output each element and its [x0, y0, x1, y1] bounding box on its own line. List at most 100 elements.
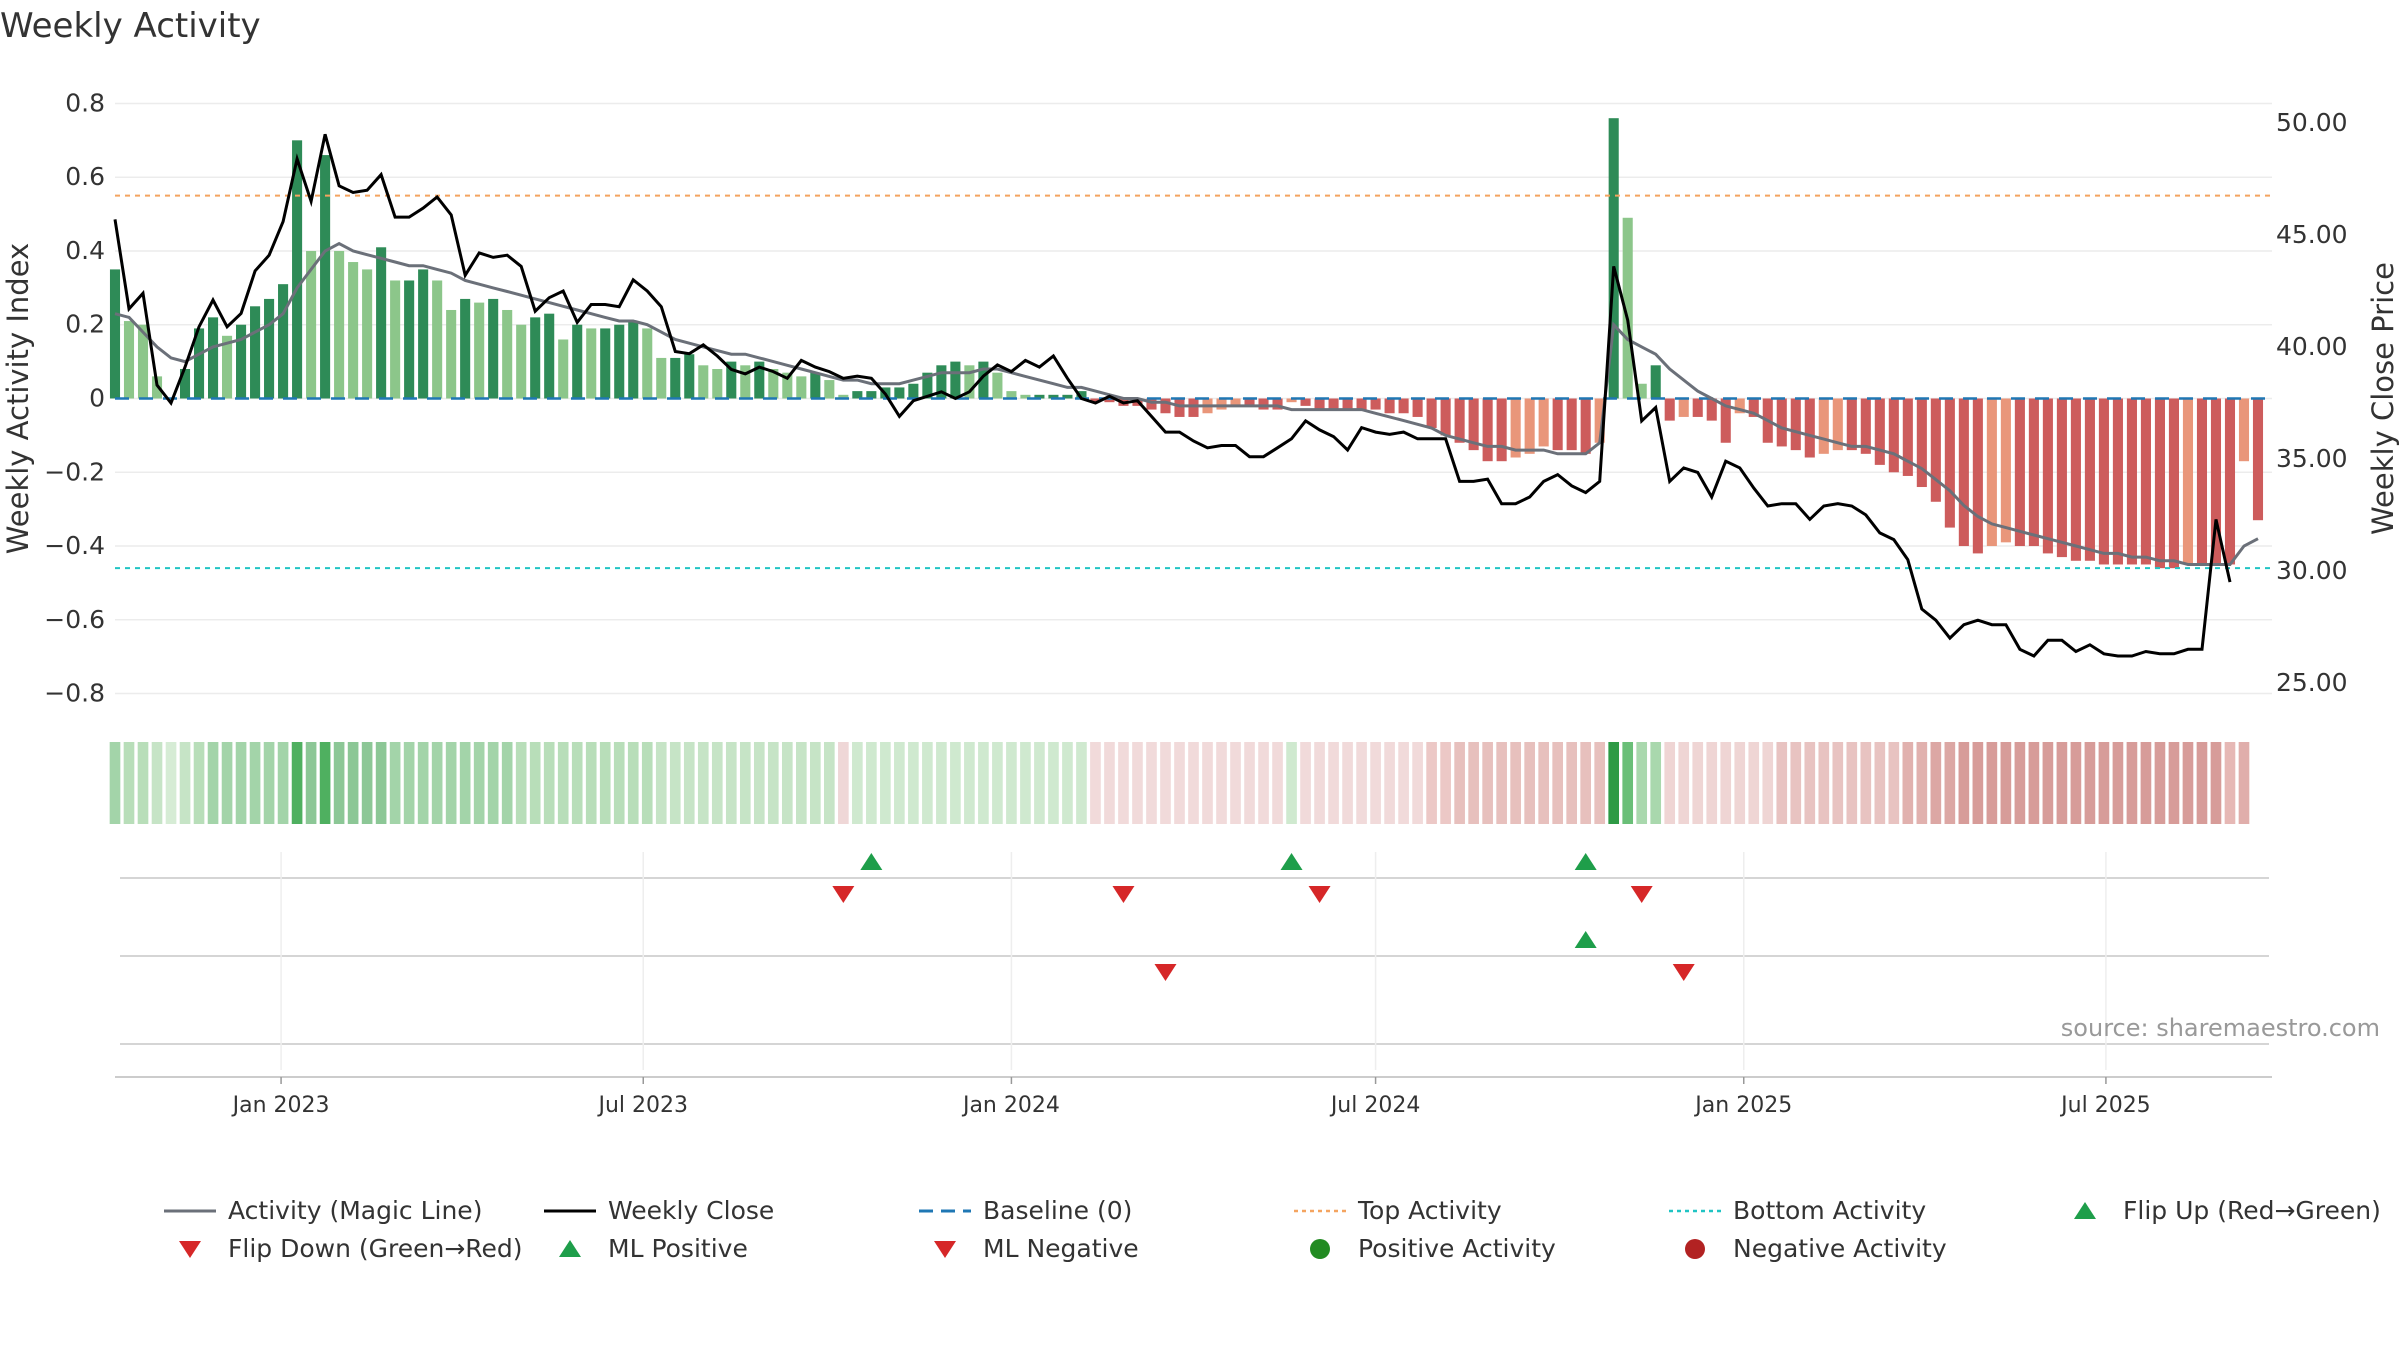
- activity-bar: [2168, 398, 2179, 569]
- heat-strip-cell: [978, 742, 989, 824]
- activity-bar: [516, 324, 527, 399]
- heat-strip-cell: [1328, 742, 1339, 824]
- activity-bar: [2098, 398, 2109, 565]
- heat-strip-cell: [193, 742, 205, 824]
- heat-strip-cell: [2070, 742, 2082, 824]
- activity-bar: [1790, 398, 1801, 451]
- activity-bar: [838, 394, 849, 399]
- activity-bar: [446, 309, 457, 399]
- heat-strip-cell: [347, 742, 359, 824]
- activity-bar: [1622, 217, 1633, 399]
- heat-strip-cell: [1776, 742, 1788, 824]
- activity-bar: [1734, 398, 1745, 414]
- heat-strip-cell: [431, 742, 443, 824]
- heat-strip-cell: [1594, 742, 1606, 824]
- activity-bar: [2070, 398, 2081, 561]
- activity-bar: [894, 387, 905, 399]
- activity-bar: [922, 372, 933, 399]
- heat-strip-cell: [1202, 742, 1213, 824]
- activity-bar: [2000, 398, 2011, 543]
- activity-bar: [572, 324, 583, 399]
- right-axis-label: Weekly Close Price: [2366, 262, 2400, 535]
- heat-strip-cell: [1104, 742, 1115, 824]
- heat-strip-cell: [725, 742, 737, 824]
- activity-bar: [586, 328, 597, 399]
- heat-strip-cell: [655, 742, 667, 824]
- activity-bar: [222, 335, 233, 399]
- activity-bar: [2084, 398, 2095, 561]
- heat-strip-cell: [1258, 742, 1269, 824]
- legend-label: Positive Activity: [1358, 1234, 1556, 1263]
- legend-label: Baseline (0): [983, 1196, 1133, 1225]
- heat-strip-cell: [2154, 742, 2166, 824]
- activity-bar: [1454, 398, 1465, 443]
- activity-bar: [334, 250, 345, 399]
- heat-strip-cell: [1440, 742, 1451, 824]
- left-tick-label: 0.2: [65, 310, 105, 339]
- heat-strip-cell: [1062, 742, 1073, 824]
- right-tick-label: 45.00: [2276, 220, 2348, 249]
- activity-bar: [2238, 398, 2250, 462]
- heat-strip-cell: [1888, 742, 1900, 824]
- activity-bar: [2182, 398, 2194, 565]
- activity-bar: [250, 306, 261, 399]
- heat-strip-cell: [880, 742, 891, 824]
- activity-bar: [1678, 398, 1689, 417]
- left-tick-label: 0.6: [65, 162, 105, 191]
- legend-symbol-icon: [544, 1209, 596, 1212]
- heat-strip-cell: [1244, 742, 1255, 824]
- heat-strip-cell: [1300, 742, 1311, 824]
- heat-strip-cell: [557, 742, 569, 824]
- activity-bar: [1034, 394, 1045, 399]
- heat-strip-cell: [417, 742, 429, 824]
- activity-bar: [2140, 398, 2151, 565]
- heat-strip-cell: [1216, 742, 1227, 824]
- activity-bar: [1860, 398, 1871, 454]
- activity-bar: [193, 328, 205, 399]
- activity-bar: [1524, 398, 1535, 454]
- activity-bar: [1160, 398, 1171, 414]
- heat-strip-cell: [151, 742, 163, 824]
- activity-bar: [362, 269, 373, 399]
- heat-strip-cell: [235, 742, 247, 824]
- activity-bar: [810, 372, 821, 399]
- legend-symbol-icon: [559, 1239, 581, 1257]
- activity-bar: [460, 298, 471, 399]
- right-tick-label: 30.00: [2276, 556, 2348, 585]
- legend-label: Weekly Close: [608, 1196, 775, 1225]
- heat-strip-cell: [2140, 742, 2152, 824]
- legend-item: ML Positive: [540, 1234, 748, 1263]
- activity-bar: [2210, 398, 2222, 565]
- activity-bar: [179, 368, 191, 399]
- heat-strip-cell: [1874, 742, 1886, 824]
- ml-flip-up-marker: [1574, 853, 1597, 870]
- legend-symbol-icon: [179, 1240, 201, 1258]
- ml-flip-up-marker: [1280, 853, 1303, 870]
- activity-bar: [1692, 398, 1703, 417]
- heat-strip-cell: [319, 742, 331, 824]
- heat-strip-cell: [711, 742, 723, 824]
- heat-strip-cell: [1902, 742, 1914, 824]
- activity-bar: [1552, 398, 1563, 451]
- left-tick-label: 0.8: [65, 88, 105, 117]
- activity-bar: [1090, 398, 1101, 403]
- activity-bar: [404, 280, 415, 399]
- activity-bar: [1244, 398, 1255, 406]
- activity-bar: [306, 250, 317, 399]
- legend-item: Top Activity: [1290, 1196, 1502, 1225]
- heat-strip-cell: [291, 742, 303, 824]
- heat-strip-cell: [1496, 742, 1507, 824]
- activity-flip-up-marker: [1574, 931, 1597, 948]
- activity-bar: [1468, 398, 1479, 451]
- x-tick-label: Jan 2024: [961, 1093, 1060, 1118]
- activity-bar: [1356, 398, 1367, 410]
- heat-strip-cell: [389, 742, 401, 824]
- heat-strip-cell: [1090, 742, 1101, 824]
- legend-label: ML Positive: [608, 1234, 748, 1263]
- heat-strip-cell: [375, 742, 387, 824]
- heat-strip-cell: [2238, 742, 2250, 824]
- heat-strip-cell: [2182, 742, 2194, 824]
- heat-strip-cell: [838, 742, 849, 824]
- right-tick-label: 40.00: [2276, 332, 2348, 361]
